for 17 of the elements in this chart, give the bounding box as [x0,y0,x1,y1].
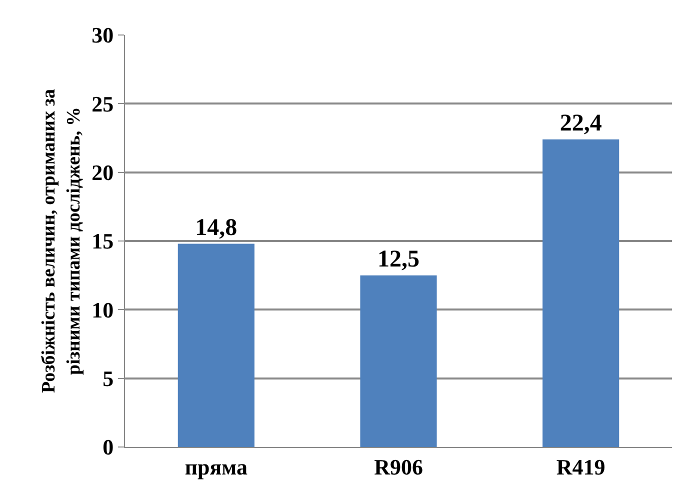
data-label: 12,5 [378,246,420,272]
bar [360,275,437,447]
y-tick-label: 20 [92,160,114,186]
y-tick-label: 10 [92,297,114,322]
y-tick-label: 30 [92,22,114,48]
y-tick-label: 0 [102,434,114,460]
data-label: 14,8 [195,214,238,241]
x-tick-label: пряма [184,454,248,480]
y-tick-label: 25 [92,91,114,116]
bar [542,139,620,447]
data-label: 22,4 [560,110,602,136]
x-tick-label: R906 [374,454,423,480]
bar [178,244,254,447]
y-tick-label: 15 [92,228,114,254]
x-tick-label: R419 [556,454,606,480]
y-axis-title: Розбіжність величин, отриманих за різними типами досліджень, % [38,88,84,393]
y-tick-label: 5 [102,366,114,392]
